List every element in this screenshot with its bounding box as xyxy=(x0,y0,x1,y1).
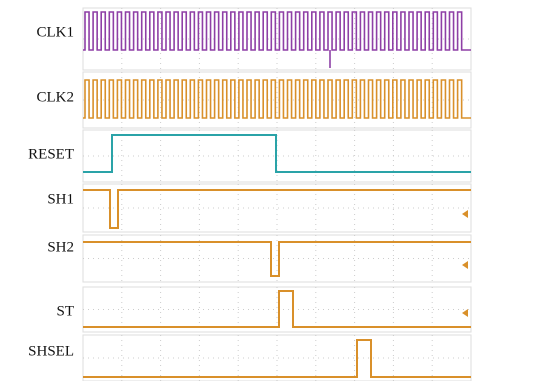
signal-label: ST xyxy=(56,303,74,319)
signal-label: RESET xyxy=(28,146,74,162)
signal-label: SH2 xyxy=(47,239,74,255)
signal-label: CLK1 xyxy=(37,24,75,40)
scope-panel xyxy=(83,287,471,332)
signal-label: CLK2 xyxy=(37,89,75,105)
signal-label: SHSEL xyxy=(28,343,74,359)
scope-capture: CLK1 CLK2 RESET SH1 SH2 ST SHSEL xyxy=(0,0,540,381)
scope-panel xyxy=(83,335,471,381)
signal-label: SH1 xyxy=(47,191,74,207)
